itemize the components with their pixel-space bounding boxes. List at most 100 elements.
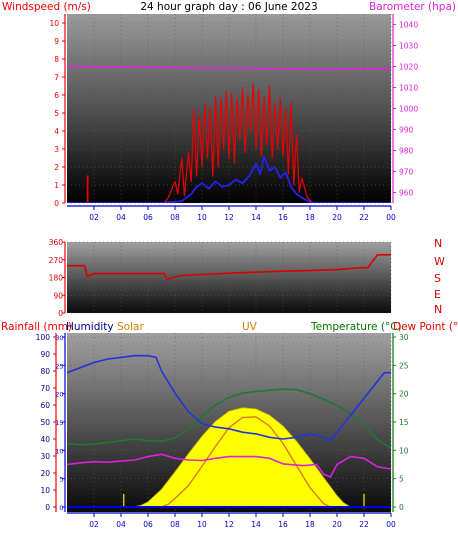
time-tick-label: 00 (386, 213, 396, 222)
dewpoint-line (67, 453, 391, 478)
rain-tick-label: 15 (55, 419, 63, 427)
windspeed-tick-label: 1 (54, 181, 59, 190)
time-tick-label: 04 (116, 213, 126, 222)
humidity-tick-label: 20 (40, 469, 50, 478)
compass-label: E (434, 288, 441, 301)
time-tick-label: 00 (386, 520, 396, 529)
wind-direction-tick-label: 180 (49, 274, 64, 283)
time-tick-label: 22 (359, 213, 369, 222)
time-tick-label: 18 (305, 213, 315, 222)
compass-label: S (434, 272, 441, 285)
time-tick-label: 12 (224, 520, 234, 529)
temperature-tick-label: 25 (399, 361, 409, 370)
humidity-tick-label: 60 (40, 401, 50, 410)
rain-tick-label: 0 (59, 504, 63, 512)
time-tick-label: 02 (89, 213, 99, 222)
rain-humidity-temp-panel: 0102030405060708090100051015202530051015… (36, 333, 409, 529)
uv-line (161, 416, 331, 508)
wind-direction-line (67, 254, 391, 281)
barometer-axis-label: Barometer (hpa) (369, 1, 456, 13)
time-tick-label: 08 (170, 213, 180, 222)
wind-direction-tick-label: 90 (53, 291, 63, 300)
barometer-tick-label: 1010 (399, 84, 418, 93)
temperature-axis-label: Temperature (°C) (310, 321, 402, 333)
temperature-tick-label: 15 (399, 418, 409, 427)
barometer-tick-label: 1020 (399, 63, 418, 72)
windspeed-tick-label: 5 (54, 109, 59, 118)
time-tick-label: 20 (332, 520, 342, 529)
time-tick-label: 22 (359, 520, 369, 529)
windspeed-tick-label: 10 (49, 19, 59, 28)
time-tick-label: 16 (278, 520, 288, 529)
rain-tick-label: 10 (55, 447, 63, 455)
windspeed-tick-label: 8 (54, 55, 59, 64)
uv-axis-label: UV (242, 321, 258, 333)
time-tick-label: 02 (89, 520, 99, 529)
humidity-tick-label: 90 (40, 350, 50, 359)
windspeed-tick-label: 6 (54, 91, 59, 100)
temperature-tick-label: 5 (399, 475, 404, 484)
rain-humidity-temp-ticks: 0102030405060708090100051015202530051015… (36, 333, 409, 529)
temperature-line (67, 388, 391, 449)
rainfall-axis-label: Rainfall (mm) (1, 321, 72, 333)
barometer-line (67, 65, 391, 71)
rain-tick-label: 30 (55, 334, 63, 342)
wind-direction-tick-label: 270 (49, 256, 64, 265)
barometer-tick-label: 990 (399, 126, 414, 135)
humidity-tick-label: 10 (40, 486, 50, 495)
time-tick-label: 18 (305, 520, 315, 529)
temperature-tick-label: 10 (399, 446, 409, 455)
windspeed-tick-label: 7 (54, 73, 59, 82)
time-tick-label: 06 (143, 520, 153, 529)
windspeed-tick-label: 0 (54, 199, 59, 208)
time-tick-label: 10 (197, 520, 207, 529)
temperature-tick-label: 20 (399, 390, 409, 399)
barometer-tick-label: 980 (399, 147, 414, 156)
wind-baro-series (67, 65, 391, 203)
windspeed-axis-label: Windspeed (m/s) (2, 1, 91, 13)
windspeed-tick-label: 2 (54, 163, 59, 172)
windspeed-tick-label: 4 (54, 127, 59, 136)
humidity-tick-label: 100 (36, 333, 51, 342)
time-tick-label: 14 (251, 213, 261, 222)
wind-baro-panel: 0123456789109609709809901000101010201030… (49, 14, 418, 222)
time-tick-label: 06 (143, 213, 153, 222)
rain-tick-label: 20 (55, 391, 63, 399)
chart-title: 24 hour graph day : 06 June 2023 (140, 1, 317, 13)
time-tick-label: 12 (224, 213, 234, 222)
humidity-tick-label: 70 (40, 384, 50, 393)
wind-baro-ticks: 0123456789109609709809901000101010201030… (49, 19, 418, 222)
temperature-tick-label: 30 (399, 333, 409, 342)
barometer-tick-label: 1000 (399, 105, 418, 114)
rain-humidity-temp-series (67, 354, 391, 508)
wind-direction-series (67, 254, 391, 281)
time-tick-label: 04 (116, 520, 126, 529)
windspeed-tick-label: 9 (54, 37, 59, 46)
wind-direction-tick-label: 360 (49, 238, 64, 247)
humidity-tick-label: 80 (40, 367, 50, 376)
average-wind-line (67, 155, 391, 203)
compass-label: N (434, 237, 442, 250)
compass-label: W (434, 255, 445, 268)
solar-axis-label: Solar (117, 321, 144, 333)
windspeed-tick-label: 3 (54, 145, 59, 154)
humidity-axis-label: Humidity (66, 321, 114, 333)
time-tick-label: 16 (278, 213, 288, 222)
humidity-tick-label: 30 (40, 452, 50, 461)
humidity-tick-label: 0 (45, 503, 50, 512)
barometer-tick-label: 1040 (399, 21, 418, 30)
rain-tick-label: 5 (59, 476, 63, 484)
time-tick-label: 20 (332, 213, 342, 222)
barometer-tick-label: 970 (399, 168, 414, 177)
dewpoint-axis-label: Dew Point (°C (393, 321, 458, 333)
compass-label: N (434, 303, 442, 316)
wind-direction-plot-bg (67, 242, 391, 313)
humidity-tick-label: 40 (40, 435, 50, 444)
barometer-tick-label: 960 (399, 189, 414, 198)
barometer-tick-label: 1030 (399, 42, 418, 51)
rain-tick-label: 25 (55, 362, 63, 370)
wind-baro-plot-bg (67, 14, 391, 203)
temperature-tick-label: 0 (399, 503, 404, 512)
